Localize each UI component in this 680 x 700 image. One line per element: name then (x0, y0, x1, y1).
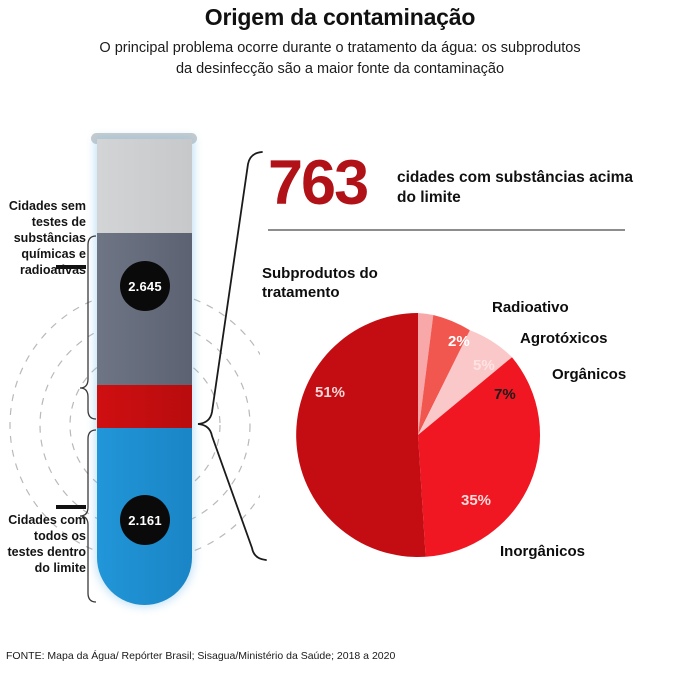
pie-label-inorganicos: Inorgânicos (500, 543, 586, 560)
infographic-root: Origem da contaminação O principal probl… (0, 0, 634, 662)
pie-label-agrotoxicos: Agrotóxicos (520, 330, 608, 347)
callout-leader-line (197, 151, 267, 561)
divider (268, 229, 625, 231)
label-cities-without-tests: Cidades sem testes de substâncias químic… (8, 199, 86, 277)
tube-brackets (79, 235, 97, 603)
pie-label-radioativo: Radioativo (492, 299, 569, 316)
pie-slice-organicos[interactable] (418, 330, 512, 435)
source-note: FONTE: Mapa da Água/ Repórter Brasil; Si… (6, 650, 396, 662)
tick-gray-label (56, 265, 86, 269)
label-cities-within-limit: Cidades com todos os testes dentro do li… (7, 513, 87, 575)
highlight-caption: cidades com substâncias acima do limite (397, 169, 634, 206)
tube-segment-empty (97, 139, 192, 233)
pie-label-organicos: Orgânicos (552, 366, 627, 383)
highlight-number: 763 (268, 148, 369, 218)
pie-value-subprodutos: 51% (315, 384, 346, 401)
pie-slice-radioativo[interactable] (418, 313, 434, 435)
page-title: Origem da contaminação (204, 4, 476, 30)
tube-segment-red (97, 385, 192, 428)
pie-value-inorganicos: 35% (461, 492, 492, 509)
pie-slice-subprodutos[interactable] (296, 313, 426, 557)
tube-cap (91, 133, 197, 144)
pie-slice-agrotoxicos[interactable] (418, 314, 470, 435)
page-subtitle: O principal problema ocorre durante o tr… (99, 40, 581, 77)
pie-slice-inorganicos[interactable] (418, 357, 541, 557)
pie-label-subprodutos: Subprodutos do tratamento (262, 265, 378, 301)
pie-value-radioativo: 2% (448, 333, 470, 350)
badge-blue-count: 2.161 (120, 495, 170, 545)
pie-chart (296, 313, 541, 557)
tick-blue-label (56, 505, 86, 509)
badge-gray-count: 2.645 (120, 261, 170, 311)
pie-value-agrotoxicos: 5% (473, 357, 495, 374)
pie-value-organicos: 7% (494, 386, 516, 403)
pie-slices (296, 313, 541, 557)
test-tube-graphic: 2.645 2.161 Cidades sem testes de substâ… (0, 0, 260, 640)
